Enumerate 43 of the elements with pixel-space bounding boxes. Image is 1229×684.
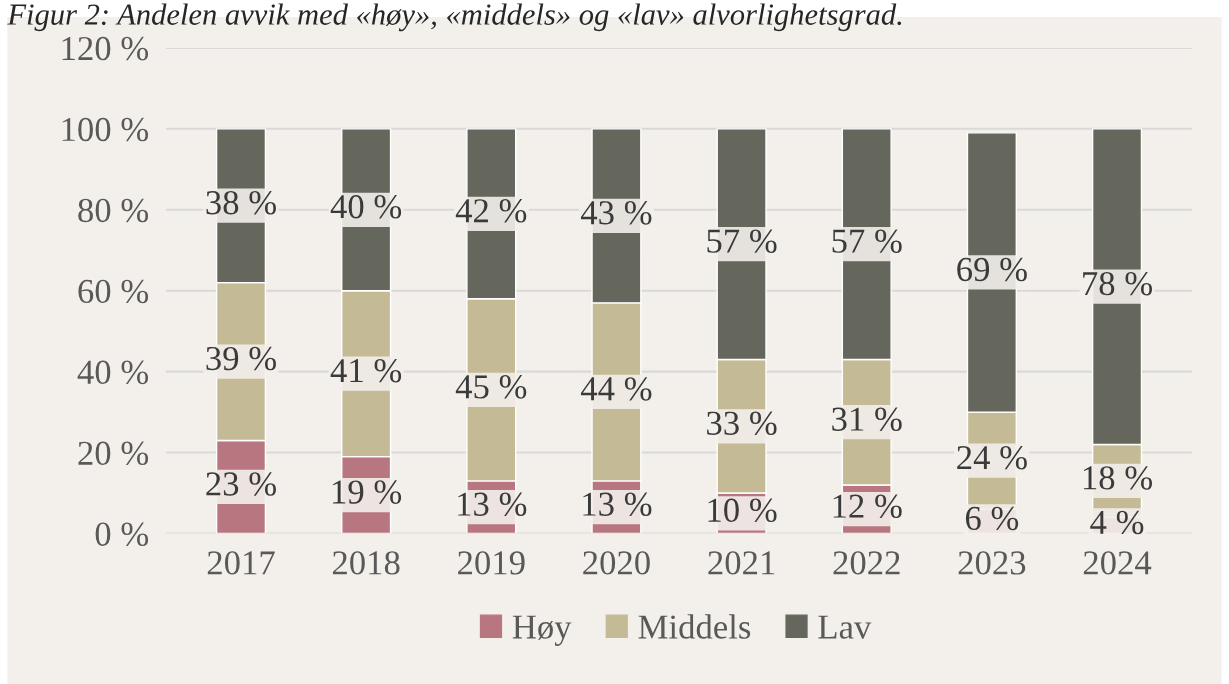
legend-label: Middels (638, 614, 751, 639)
y-tick-label: 40 % (77, 360, 149, 385)
x-tick-label: 2018 (332, 551, 400, 575)
data-label: 39 % (206, 346, 276, 371)
x-tick-label: 2019 (458, 551, 525, 575)
y-tick-label: 80 % (78, 198, 149, 223)
chart-title: Figur 2: Andelen avvik med «høy», «middels» og «lav» alvorlighetsgrad. (7, 3, 902, 32)
data-label: 40 % (330, 195, 402, 219)
data-label: 6 % (965, 506, 1019, 531)
data-label: 4 % (1090, 510, 1144, 535)
data-label: 13 % (583, 492, 652, 517)
data-label: 41 % (330, 358, 402, 383)
data-label: 12 % (833, 494, 902, 519)
data-label: 57 % (832, 229, 902, 253)
x-tick-label: 2022 (833, 551, 900, 575)
legend-label: Høy (512, 615, 572, 646)
data-label: 45 % (455, 375, 527, 399)
data-label: 19 % (333, 480, 402, 504)
data-label: 69 % (957, 257, 1027, 282)
y-tick-label: 100 % (62, 117, 149, 142)
data-label: 42 % (455, 199, 527, 223)
x-tick-label: 2017 (207, 551, 275, 575)
data-label: 24 % (957, 445, 1027, 470)
data-label: 10 % (708, 498, 777, 523)
y-tick-label: 0 % (95, 522, 149, 547)
y-tick-label: 60 % (78, 279, 149, 304)
data-label: 78 % (1083, 271, 1153, 296)
y-tick-label: 120 % (62, 36, 149, 61)
x-tick-label: 2024 (1083, 551, 1152, 575)
data-label: 38 % (206, 190, 276, 215)
data-label: 43 % (580, 201, 652, 225)
x-tick-label: 2023 (958, 551, 1026, 575)
x-tick-label: 2020 (583, 551, 650, 575)
x-tick-label: 2021 (708, 551, 775, 575)
y-tick-label: 20 % (78, 441, 149, 466)
data-label: 57 % (707, 229, 777, 253)
data-label: 18 % (1083, 466, 1153, 490)
data-label: 33 % (707, 411, 777, 436)
data-label: 44 % (580, 377, 652, 401)
data-label: 13 % (458, 492, 527, 517)
data-label: 31 % (832, 407, 902, 432)
legend-label: Lav (818, 615, 872, 639)
data-label: 23 % (206, 472, 276, 496)
